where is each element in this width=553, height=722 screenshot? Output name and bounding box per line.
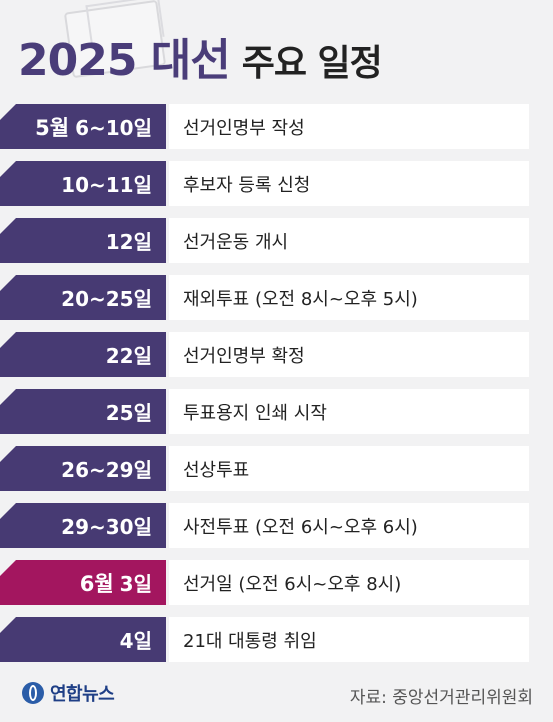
schedule-day: 10~11일 [61,173,152,197]
schedule-date: 20~25일 [0,275,166,320]
schedule-row: 4일 21대 대통령 취임 [0,617,553,662]
schedule-row: 26~29일 선상투표 [0,446,553,491]
schedule-row: 29~30일 사전투표 (오전 6시~오후 6시) [0,503,553,548]
schedule-day: 22일 [105,344,152,368]
schedule-row: 5월 6~10일 선거인명부 작성 [0,104,553,149]
schedule-event: 선거인명부 확정 [169,332,529,377]
schedule-day: 6~10일 [75,116,152,140]
yonhap-emblem-icon [22,682,44,704]
schedule-day: 4일 [119,629,152,653]
schedule-date: 10~11일 [0,161,166,206]
schedule-date: 6월 3일 [0,560,166,605]
schedule-row: 12일 선거운동 개시 [0,218,553,263]
schedule-event: 선거인명부 작성 [169,104,529,149]
page-header: 2025 대선 주요 일정 [18,24,383,86]
schedule-day: 3일 [119,572,152,596]
schedule-row: 25일 투표용지 인쇄 시작 [0,389,553,434]
yonhap-logo: 연합뉴스 [22,680,115,706]
schedule-event: 재외투표 (오전 8시~오후 5시) [169,275,529,320]
schedule-month: 6월 [79,571,114,596]
schedule-day: 26~29일 [61,458,152,482]
schedule-event: 사전투표 (오전 6시~오후 6시) [169,503,529,548]
schedule-date: 26~29일 [0,446,166,491]
schedule-date: 12일 [0,218,166,263]
schedule-day: 20~25일 [61,287,152,311]
schedule-date: 22일 [0,332,166,377]
schedule-event: 투표용지 인쇄 시작 [169,389,529,434]
schedule-row-election-day: 6월 3일 선거일 (오전 6시~오후 8시) [0,560,553,605]
schedule-event: 21대 대통령 취임 [169,617,529,662]
schedule-row: 22일 선거인명부 확정 [0,332,553,377]
schedule-event: 선상투표 [169,446,529,491]
schedule-day: 12일 [105,230,152,254]
logo-text: 연합뉴스 [50,684,115,705]
schedule-date: 4일 [0,617,166,662]
schedule-row: 20~25일 재외투표 (오전 8시~오후 5시) [0,275,553,320]
schedule-event: 선거운동 개시 [169,218,529,263]
schedule-month: 5월 [35,115,70,140]
schedule-date: 29~30일 [0,503,166,548]
schedule-event: 후보자 등록 신청 [169,161,529,206]
title-sub: 주요 일정 [241,43,383,84]
schedule-day: 29~30일 [61,515,152,539]
schedule-day: 25일 [105,401,152,425]
source-note: 자료: 중앙선거관리위원회 [349,688,533,708]
title-main: 2025 대선 [18,35,231,86]
schedule-event: 선거일 (오전 6시~오후 8시) [169,560,529,605]
schedule-row: 10~11일 후보자 등록 신청 [0,161,553,206]
schedule-date: 5월 6~10일 [0,104,166,149]
schedule-date: 25일 [0,389,166,434]
